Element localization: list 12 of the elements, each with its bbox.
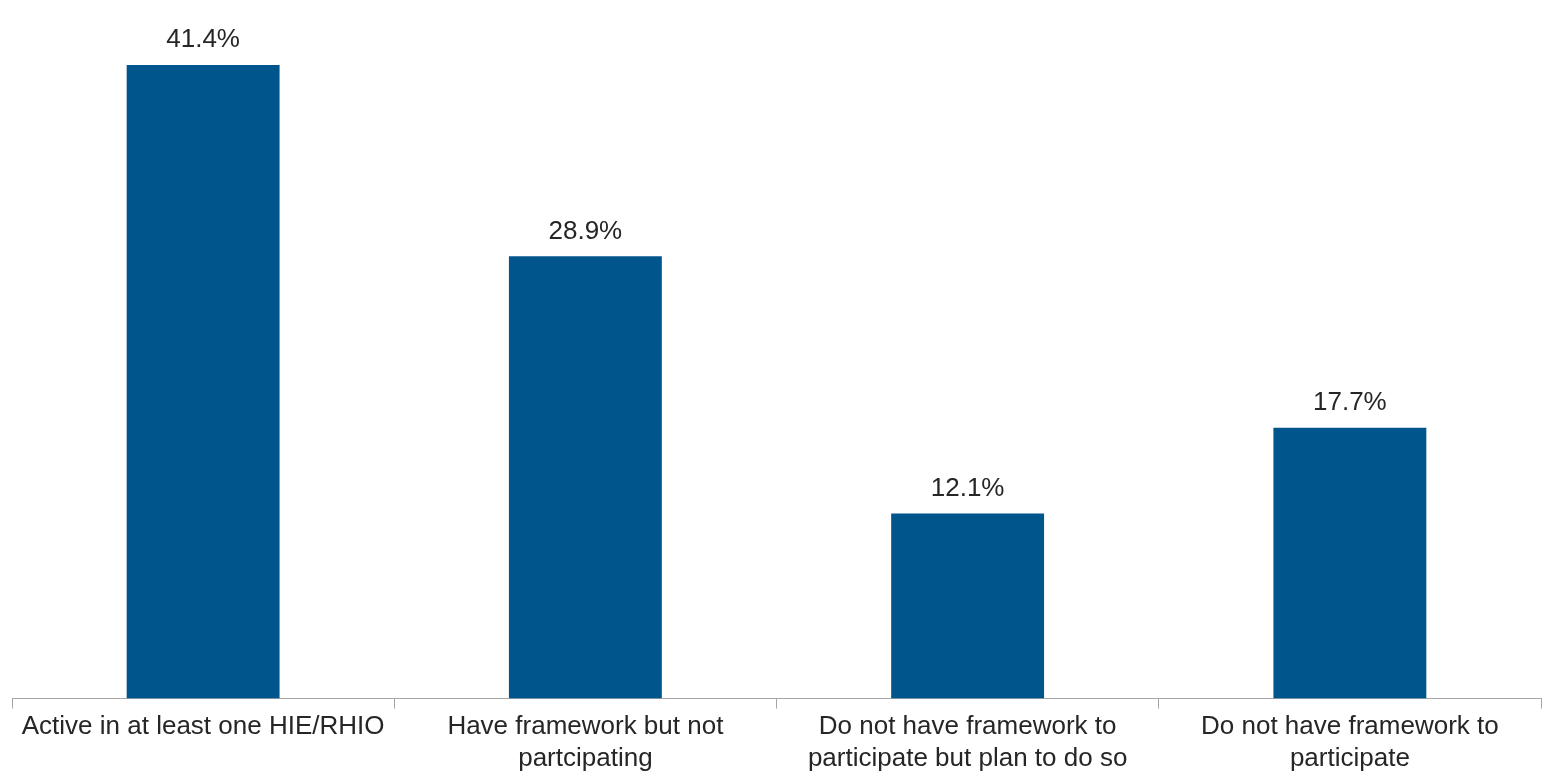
bar [126,65,280,699]
bar [891,513,1045,699]
x-tick-label: Do not have framework to participate but plan to do so [807,710,1128,772]
data-label: 28.9% [548,214,623,245]
bar [508,256,662,699]
x-tick-label: Active in at least one HIE/RHIO [21,710,385,741]
data-label: 41.4% [166,23,240,54]
data-label: 12.1% [930,471,1005,502]
data-label: 17.7% [1313,385,1387,416]
x-tick-label: Have framework but not partcipating [447,710,725,772]
bar [1273,427,1427,699]
x-tick-label: Do not have framework to participate [1201,710,1499,772]
